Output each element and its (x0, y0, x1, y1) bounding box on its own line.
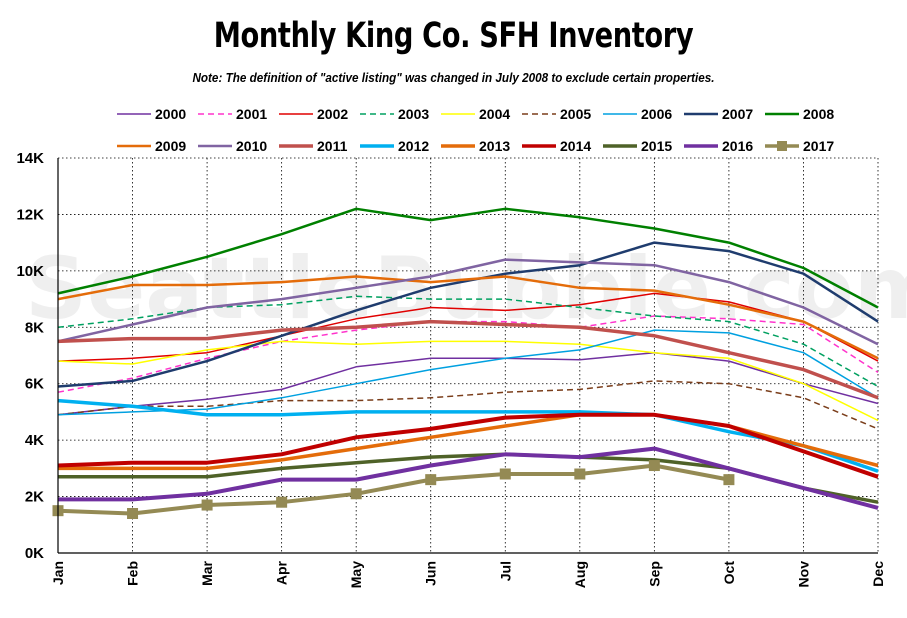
series-line-2004 (57, 340, 879, 422)
legend-label: 2017 (803, 138, 834, 154)
y-tick-label: 6K (25, 376, 44, 393)
x-tick-label: Aug (572, 561, 588, 588)
series-line-2011 (57, 319, 879, 400)
data-point-2017 (350, 488, 362, 500)
legend-item-2003: 2003 (360, 106, 429, 122)
data-point-2017 (127, 508, 139, 519)
series-line-2005 (57, 380, 879, 430)
y-tick-label: 10K (16, 263, 44, 280)
series-line-2003 (57, 295, 879, 388)
legend-label: 2008 (803, 106, 834, 122)
series-line-2012 (57, 398, 879, 473)
x-tick-label: Apr (274, 560, 290, 585)
legend-label: 2004 (479, 106, 510, 122)
series-layer (52, 207, 879, 519)
legend-label: 2009 (155, 138, 186, 154)
chart-title: Monthly King Co. SFH Inventory (213, 16, 694, 56)
x-tick-label: Jan (50, 561, 66, 585)
series-line-2009 (57, 275, 879, 360)
legend-label: 2003 (398, 106, 429, 122)
legend-label: 2012 (398, 138, 429, 154)
y-tick-label: 4K (25, 432, 44, 449)
x-tick-label: Nov (795, 561, 811, 588)
x-tick-label: Sep (646, 561, 662, 587)
x-tick-label: Oct (721, 561, 737, 585)
data-point-2017 (425, 474, 437, 486)
y-tick-label: 2K (25, 489, 44, 506)
x-tick-label: Dec (870, 561, 886, 587)
x-tick-label: May (348, 561, 364, 588)
data-point-2017 (499, 468, 511, 480)
legend-item-2009: 2009 (117, 138, 186, 154)
legend-item-2017: 2017 (765, 138, 834, 154)
x-tick-label: Mar (199, 560, 215, 585)
legend-label: 2001 (236, 106, 267, 122)
legend-item-2013: 2013 (441, 138, 510, 154)
legend-label: 2010 (236, 138, 267, 154)
legend-label: 2015 (641, 138, 672, 154)
series-line-2006 (57, 329, 879, 416)
legend-item-2008: 2008 (765, 106, 834, 122)
x-tick-label: Jun (423, 561, 439, 586)
data-point-2017 (574, 468, 586, 480)
legend-label: 2014 (560, 138, 591, 154)
y-tick-label: 12K (16, 206, 44, 223)
legend-label: 2013 (479, 138, 510, 154)
legend-marker (777, 141, 787, 151)
series-line-2010 (57, 258, 879, 346)
legend-label: 2000 (155, 106, 186, 122)
legend-label: 2006 (641, 106, 672, 122)
series-line-2001 (57, 315, 879, 393)
legend-item-2011: 2011 (279, 138, 348, 154)
legend-item-2010: 2010 (198, 138, 267, 154)
legend-label: 2016 (722, 138, 753, 154)
legend-label: 2005 (560, 106, 591, 122)
legend-label: 2007 (722, 106, 753, 122)
series-line-2008 (57, 207, 879, 309)
x-tick-label: Jul (497, 561, 513, 581)
legend-item-2014: 2014 (522, 138, 591, 154)
legend-item-2012: 2012 (360, 138, 429, 154)
chart-subtitle: Note: The definition of "active listing"… (192, 70, 715, 85)
legend-item-2015: 2015 (603, 138, 672, 154)
series-line-2007 (57, 241, 879, 388)
legend-item-2001: 2001 (198, 106, 267, 122)
legend-label: 2011 (317, 138, 348, 154)
legend-item-2016: 2016 (684, 138, 753, 154)
legend-item-2002: 2002 (279, 106, 348, 122)
series-line-2014 (57, 412, 879, 479)
series-line-2017 (57, 463, 730, 516)
y-tick-label: 8K (25, 319, 44, 336)
legend-label: 2002 (317, 106, 348, 122)
legend-item-2007: 2007 (684, 106, 753, 122)
data-point-2017 (648, 460, 660, 472)
axis-layer: 0K 2K 4K 6K 8K 10K 12K 14K Jan Feb Mar Apr May Jun Jul… (16, 150, 886, 588)
series-line-2016 (58, 446, 879, 510)
x-tick-label: Feb (125, 561, 141, 586)
data-point-2017 (201, 499, 213, 511)
legend-layer: 2000 2001 2002 2003 2004 2005 2006 2007 2008 2009… (117, 106, 834, 154)
series-line-2002 (57, 292, 879, 362)
data-point-2017 (723, 474, 735, 486)
legend-item-2005: 2005 (522, 106, 591, 122)
legend-item-2000: 2000 (117, 106, 186, 122)
legend-item-2006: 2006 (603, 106, 672, 122)
y-tick-label: 0K (25, 545, 44, 562)
data-point-2017 (276, 496, 288, 508)
legend-item-2004: 2004 (441, 106, 510, 122)
series-line-2000 (57, 351, 879, 416)
y-tick-label: 14K (16, 150, 44, 167)
